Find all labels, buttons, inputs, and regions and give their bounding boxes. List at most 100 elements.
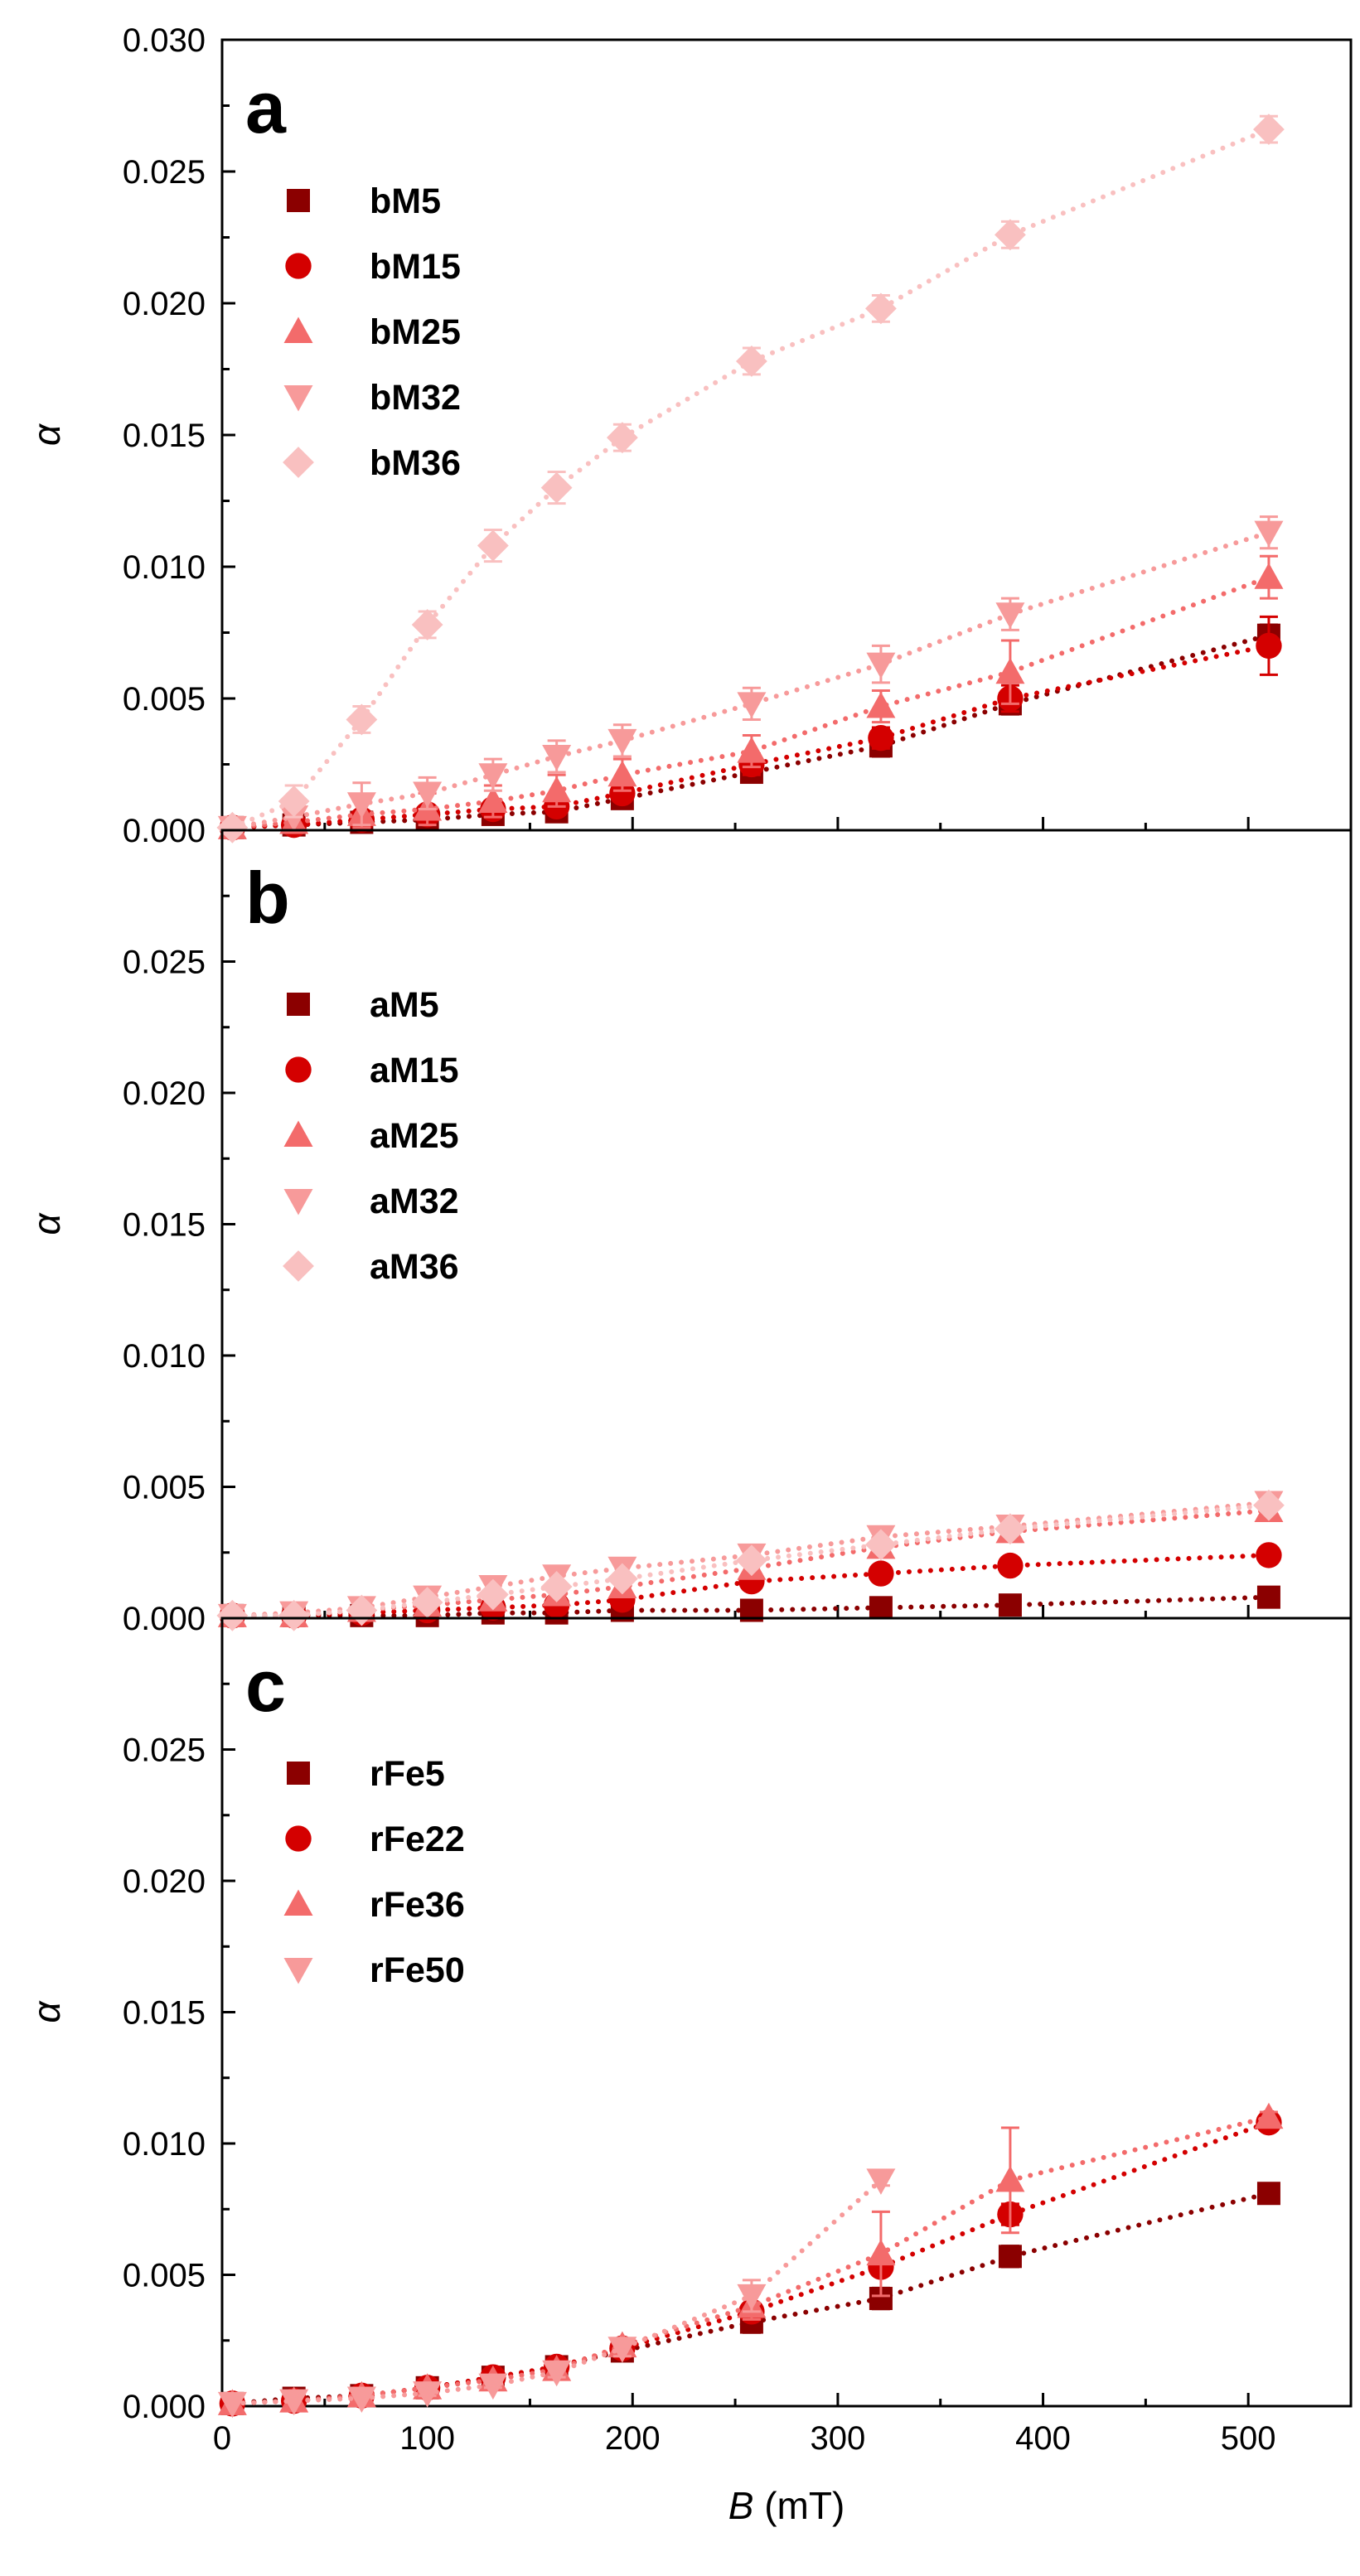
data-point: [1256, 1542, 1282, 1568]
data-point: [866, 692, 896, 718]
series-line: [230, 127, 1271, 830]
legend-label: rFe5: [370, 1754, 445, 1794]
legend: bM5 bM15 bM25 bM32 bM36: [283, 181, 461, 483]
legend-label: bM36: [370, 443, 461, 483]
series-bM15: [219, 615, 1282, 841]
y-tick-label: 0.010: [123, 549, 206, 586]
data-point: [606, 422, 638, 454]
legend-marker: [283, 1889, 313, 1916]
data-point: [540, 1571, 573, 1602]
series-line: [230, 1500, 1271, 1618]
data-point: [346, 2386, 376, 2413]
x-tick-label: 200: [605, 2420, 661, 2457]
legend-marker: [283, 1958, 313, 1984]
x-axis-label-unit: (mT): [753, 2484, 845, 2527]
legend-marker: [283, 317, 313, 343]
y-tick-label: 0.015: [123, 1207, 206, 1244]
legend-label: aM32: [370, 1182, 459, 1221]
y-tick-label: 0.015: [123, 1995, 206, 2032]
data-point: [607, 2337, 637, 2363]
data-point: [995, 602, 1025, 629]
data-point: [478, 786, 508, 814]
y-tick-label: 0.000: [123, 813, 206, 849]
series-bM32: [217, 515, 1284, 843]
data-point: [866, 2239, 896, 2266]
data-point: [866, 652, 896, 679]
data-point: [346, 792, 376, 819]
legend-label: bM32: [370, 378, 461, 418]
y-tick-label: 0.025: [123, 154, 206, 191]
data-point: [995, 657, 1025, 684]
data-point: [736, 346, 767, 377]
data-point: [865, 292, 897, 325]
x-tick-label: 300: [811, 2420, 866, 2457]
legend-label: bM15: [370, 247, 461, 287]
data-point: [609, 780, 636, 807]
y-tick-label: 0.000: [123, 2389, 206, 2425]
legend-label: aM36: [370, 1247, 459, 1287]
y-tick-label: 0.005: [123, 681, 206, 718]
legend-marker: [283, 1189, 313, 1216]
legend-marker: [285, 1056, 312, 1083]
data-point: [1254, 2102, 1284, 2129]
y-tick-label: 0.000: [123, 1601, 206, 1637]
y-tick-label: 0.010: [123, 1338, 206, 1375]
legend-marker: [287, 1762, 310, 1785]
y-tick-label: 0.020: [123, 286, 206, 322]
series-line: [230, 632, 1271, 830]
data-point: [413, 781, 443, 808]
legend-label: rFe36: [370, 1885, 465, 1925]
y-tick-label: 0.020: [123, 1863, 206, 1900]
x-axis-label-symbol: B: [728, 2484, 754, 2527]
data-point: [737, 737, 767, 763]
series-aM36: [216, 1489, 1285, 1631]
panel-frame: [220, 38, 1353, 832]
data-point: [737, 692, 767, 718]
data-point: [411, 609, 443, 640]
data-point: [411, 1587, 443, 1618]
data-point: [279, 805, 309, 832]
panel-c: 0.000 0.005 0.010 0.015 0.020 0.025 0 100 200 300…: [25, 1617, 1353, 2457]
legend-marker: [283, 1250, 314, 1282]
data-point: [217, 2391, 247, 2419]
data-point: [869, 1596, 893, 1620]
legend-label: bM25: [370, 312, 461, 352]
series-line: [230, 2114, 1271, 2406]
data-point: [279, 2389, 309, 2416]
data-point: [542, 744, 572, 771]
y-axis-label: α: [25, 423, 68, 446]
legend-marker: [285, 1825, 312, 1852]
series-rFe36: [217, 2102, 1284, 2415]
data-point: [865, 1529, 897, 1561]
legend-label: aM15: [370, 1051, 459, 1090]
y-axis-label: α: [25, 2000, 68, 2023]
series-rFe50: [217, 2168, 896, 2419]
data-point: [540, 471, 573, 504]
data-point: [737, 2284, 767, 2311]
panel-b: 0.0000.0050.0100.0150.0200.025αbaM5aM15a…: [25, 829, 1353, 1637]
panel-frame: [220, 1617, 1353, 2408]
panel-a: 0.000 0.005 0.010 0.015 0.020 0.025 0.030 α a bM5…: [25, 22, 1353, 849]
x-tick-label: 100: [399, 2420, 455, 2457]
data-point: [1253, 1489, 1285, 1521]
panel-frame: [220, 829, 1353, 1620]
data-point: [1254, 520, 1284, 548]
series-line: [230, 2177, 883, 2406]
series-line: [230, 2119, 1271, 2406]
y-tick-label: 0.030: [123, 22, 206, 59]
panel-label: b: [245, 857, 290, 939]
y-tick-label: 0.005: [123, 1470, 206, 1506]
panel-label: c: [245, 1645, 286, 1727]
legend-label: rFe22: [370, 1820, 465, 1859]
data-point: [1256, 632, 1282, 660]
legend: aM5 aM15 aM25 aM32 aM36: [283, 985, 459, 1287]
data-point: [478, 2373, 508, 2400]
data-point: [1254, 563, 1284, 589]
data-point: [413, 2381, 443, 2408]
y-tick-label: 0.025: [123, 1733, 206, 1769]
legend-label: rFe50: [370, 1950, 465, 1990]
legend-label: aM25: [370, 1116, 459, 1156]
legend-label: aM5: [370, 985, 439, 1025]
y-tick-label: 0.015: [123, 418, 206, 454]
